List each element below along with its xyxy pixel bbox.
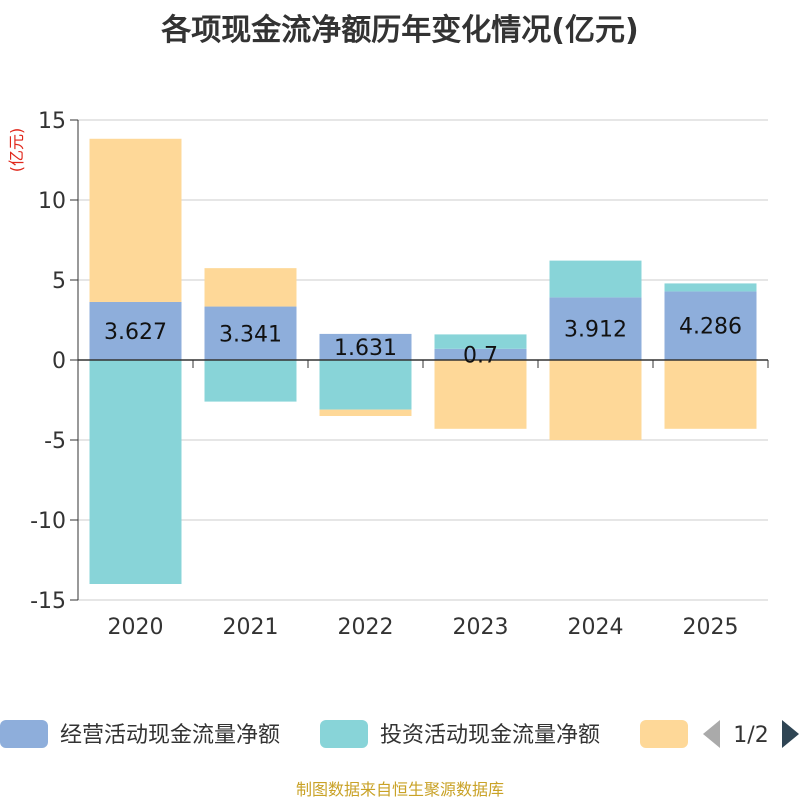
legend-prev-page-icon[interactable] — [703, 720, 720, 748]
bars — [89, 138, 757, 584]
y-axis-unit-label: (亿元) — [7, 128, 26, 173]
y-tick-label: -10 — [30, 509, 66, 534]
bar-series1-2023 — [434, 348, 527, 360]
bar-series3-2020 — [89, 138, 182, 302]
bar-series1-2024 — [549, 297, 642, 360]
bar-series2-2021 — [204, 360, 297, 402]
x-tick-label: 2025 — [683, 615, 739, 640]
bar-series2-2020 — [89, 360, 182, 584]
x-tick-label: 2021 — [223, 615, 279, 640]
legend-page-indicator: 1/2 — [733, 723, 768, 748]
bar-series3-2022 — [319, 409, 412, 416]
y-axis-ticks: 15 10 5 0 -5 -10 -15 — [30, 109, 78, 614]
legend-swatch — [640, 720, 688, 748]
bar-series3-2021 — [204, 268, 297, 307]
data-label: 1.631 — [334, 336, 397, 361]
bar-series2-2024 — [549, 260, 642, 298]
data-label: 4.286 — [679, 315, 742, 340]
y-tick-label: 0 — [52, 349, 66, 374]
legend: 经营活动现金流量净额 投资活动现金流量净额 1/2 — [0, 720, 799, 748]
data-label: 0.7 — [463, 343, 498, 368]
data-label: 3.341 — [219, 322, 282, 347]
bar-series2-2023 — [434, 334, 527, 349]
bar-series2-2022 — [319, 360, 412, 410]
data-labels: 3.627 3.341 1.631 0.7 3.912 4.286 — [104, 315, 742, 369]
data-label: 3.627 — [104, 320, 167, 345]
bar-series3-2023 — [434, 360, 527, 429]
legend-next-page-icon[interactable] — [782, 720, 799, 748]
x-axis-ticks: 2020 2021 2022 2023 2024 2025 — [108, 615, 739, 640]
legend-label: 投资活动现金流量净额 — [380, 723, 600, 748]
legend-swatch — [320, 720, 368, 748]
source-note: 制图数据来自恒生聚源数据库 — [296, 780, 504, 799]
x-tick-label: 2022 — [338, 615, 394, 640]
y-tick-label: 10 — [38, 189, 66, 214]
x-tick-label: 2023 — [453, 615, 509, 640]
bar-series3-2025 — [664, 360, 757, 429]
y-tick-label: -5 — [44, 429, 66, 454]
bar-series1-2025 — [664, 291, 757, 360]
bar-series1-2020 — [89, 301, 182, 360]
bar-series2-2025 — [664, 283, 757, 292]
y-tick-label: 15 — [38, 109, 66, 134]
chart-title: 各项现金流净额历年变化情况(亿元) — [160, 13, 638, 48]
legend-label: 经营活动现金流量净额 — [60, 723, 280, 748]
x-tick-label: 2020 — [108, 615, 164, 640]
x-tick-label: 2024 — [568, 615, 624, 640]
bar-series3-2024 — [549, 360, 642, 440]
gridlines — [78, 119, 768, 601]
y-tick-label: 5 — [52, 269, 66, 294]
axes — [77, 120, 769, 600]
data-label: 3.912 — [564, 318, 627, 343]
bar-series1-2022 — [319, 333, 412, 360]
y-tick-label: -15 — [30, 589, 66, 614]
legend-swatch — [0, 720, 48, 748]
bar-series1-2021 — [204, 306, 297, 360]
